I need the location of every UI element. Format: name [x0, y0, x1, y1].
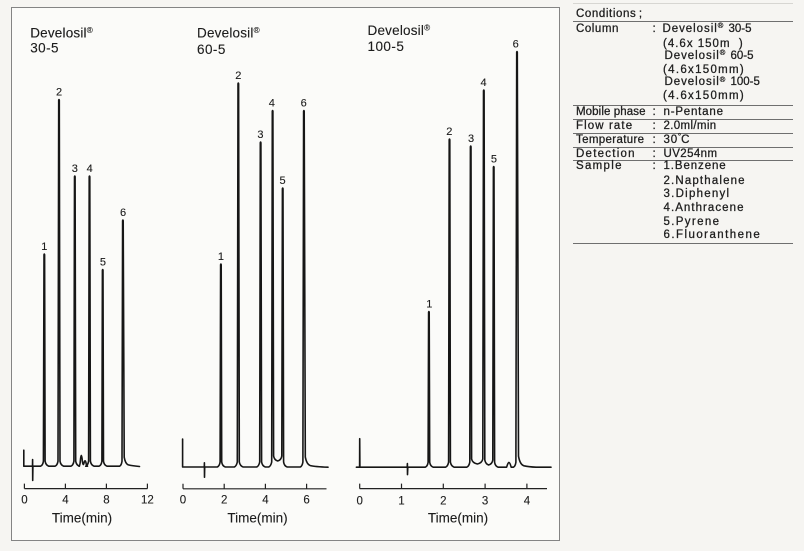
svg-text:0: 0: [180, 495, 186, 507]
svg-text:0: 0: [356, 496, 362, 508]
svg-text:30-5: 30-5: [30, 40, 59, 55]
svg-text:60-5: 60-5: [197, 42, 226, 57]
svg-text:3: 3: [257, 129, 263, 141]
svg-text:2: 2: [440, 496, 446, 508]
svg-text:5: 5: [100, 257, 106, 269]
svg-text:4: 4: [269, 98, 275, 110]
svg-text:2: 2: [56, 87, 62, 99]
svg-text:6: 6: [303, 495, 309, 507]
svg-text:12: 12: [141, 495, 154, 507]
svg-text:6: 6: [120, 207, 126, 219]
svg-text:4: 4: [87, 163, 93, 175]
svg-text:3: 3: [482, 496, 488, 508]
svg-text:3: 3: [72, 163, 78, 175]
svg-text:4: 4: [524, 496, 531, 508]
svg-text:Time(min): Time(min): [52, 510, 112, 525]
svg-text:1: 1: [218, 251, 224, 263]
svg-text:Develosil®: Develosil®: [30, 25, 93, 40]
svg-text:4: 4: [481, 77, 487, 89]
svg-text:6: 6: [301, 98, 307, 110]
svg-text:1: 1: [398, 496, 404, 508]
svg-text:1: 1: [41, 241, 47, 253]
svg-text:4: 4: [62, 495, 69, 507]
svg-text:Time(min): Time(min): [227, 510, 287, 525]
svg-text:5: 5: [279, 175, 285, 187]
svg-text:0: 0: [21, 495, 27, 507]
svg-text:4: 4: [262, 495, 269, 507]
svg-text:2: 2: [446, 126, 452, 138]
svg-text:Develosil®: Develosil®: [197, 26, 260, 41]
svg-text:2: 2: [235, 70, 241, 82]
svg-text:Time(min): Time(min): [428, 510, 488, 525]
svg-text:5: 5: [491, 154, 497, 166]
svg-text:6: 6: [513, 39, 519, 51]
svg-text:100-5: 100-5: [368, 39, 405, 54]
svg-text:1: 1: [426, 299, 432, 311]
svg-text:2: 2: [221, 495, 227, 507]
svg-text:8: 8: [103, 495, 109, 507]
svg-text:3: 3: [468, 133, 474, 145]
svg-text:Develosil®: Develosil®: [368, 23, 431, 38]
